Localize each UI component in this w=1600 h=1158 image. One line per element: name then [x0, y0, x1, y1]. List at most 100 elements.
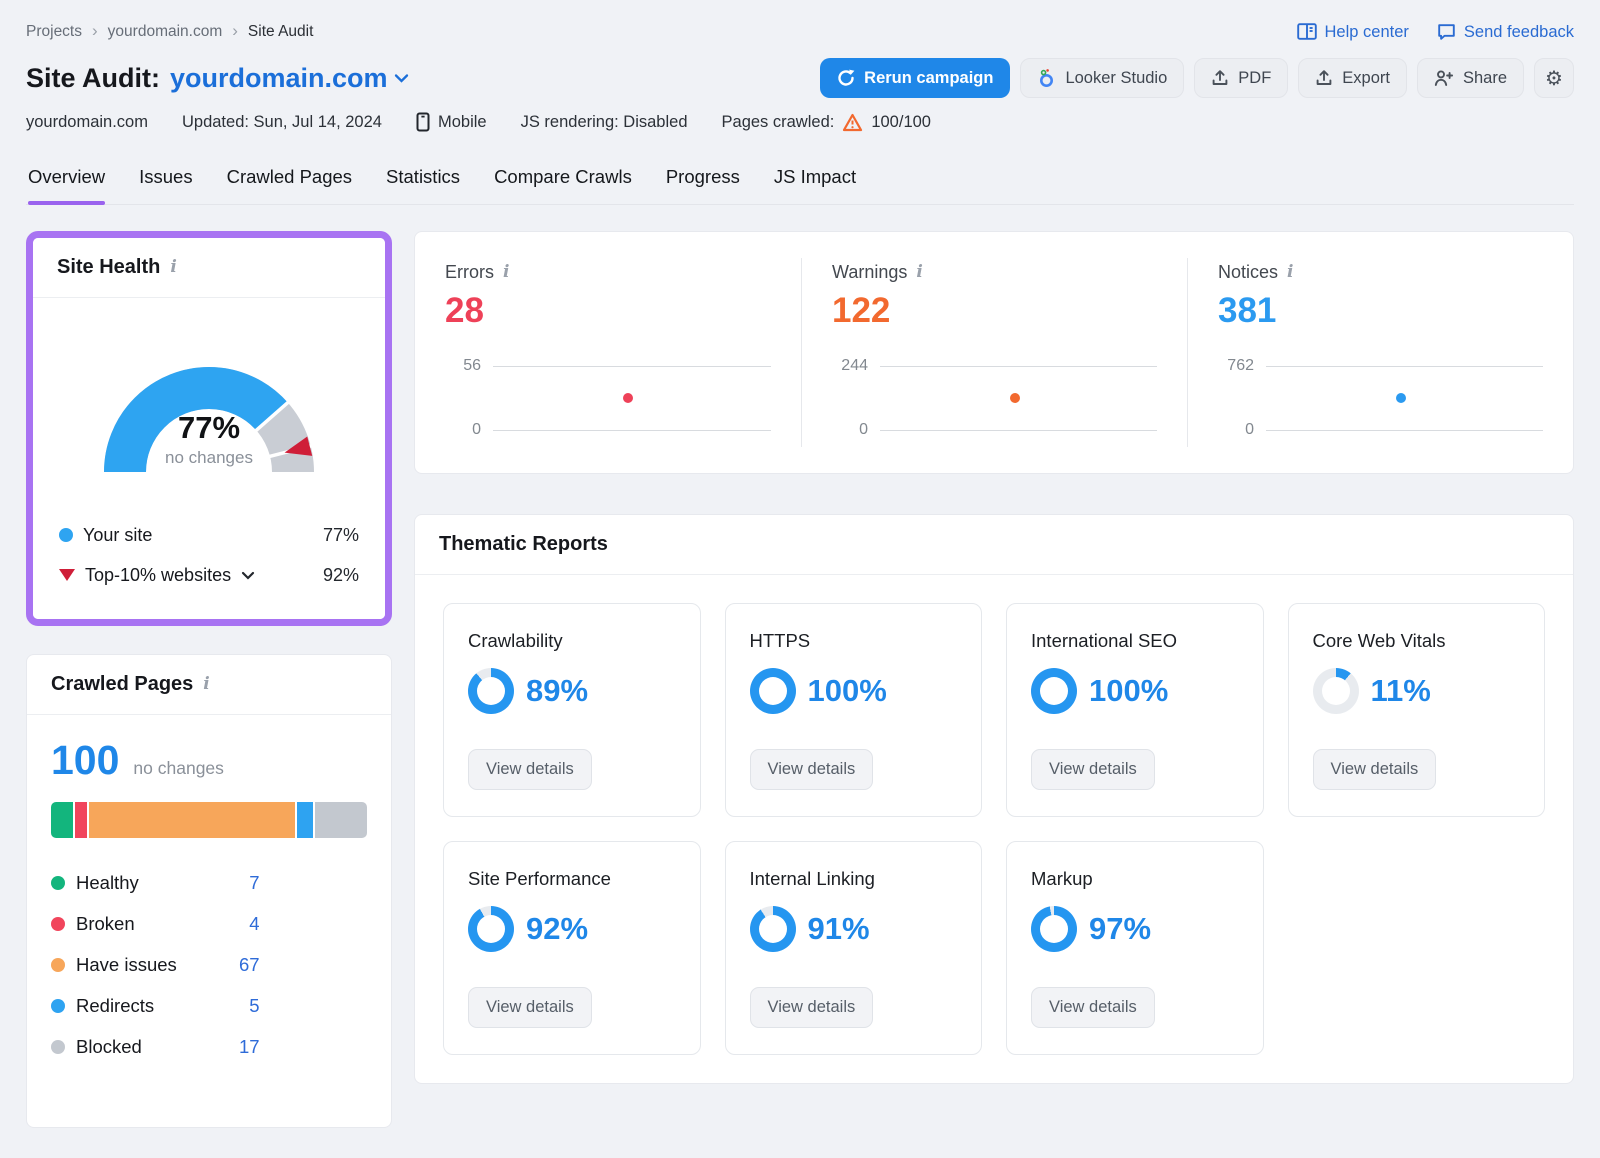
gridline	[880, 365, 1157, 367]
info-icon[interactable]: i	[170, 257, 177, 277]
breadcrumb: Projects › yourdomain.com › Site Audit	[26, 21, 313, 42]
overview-content: Site Health i 77% no cha	[26, 231, 1574, 1128]
internal-linking-score: 91%	[749, 906, 958, 952]
notices-sparkline: 762 0	[1218, 357, 1543, 439]
notices-value[interactable]: 381	[1218, 291, 1277, 330]
notices-column: Notices i 381 762 0	[1187, 258, 1573, 447]
notices-data-point	[1395, 393, 1406, 403]
markup-title: Markup	[1031, 868, 1093, 889]
tab-progress[interactable]: Progress	[665, 166, 740, 187]
core-web-vitals-score: 11%	[1312, 668, 1521, 714]
mobile-phone-icon	[416, 112, 430, 132]
info-icon[interactable]: i	[1287, 262, 1294, 282]
site-health-header: Site Health i	[33, 238, 385, 298]
chevron-right-icon: ›	[92, 21, 98, 40]
legend-row-blocked: Blocked 17	[51, 1026, 260, 1067]
warnings-value[interactable]: 122	[832, 291, 891, 330]
legend-row-have-issues: Have issues 67	[51, 944, 260, 985]
pages-crawled-label: Pages crawled:	[721, 112, 835, 131]
progress-ring	[749, 906, 796, 952]
share-label: Share	[1462, 68, 1507, 87]
bar-segment-healthy[interactable]	[51, 802, 73, 838]
chevron-right-icon: ›	[232, 21, 238, 40]
campaign-selector[interactable]: yourdomain.com	[170, 63, 409, 94]
your-site-label: Your site	[83, 524, 153, 545]
healthy-count-link[interactable]: 7	[249, 871, 260, 893]
blocked-count-link[interactable]: 17	[238, 1035, 260, 1057]
have-issues-count-link[interactable]: 67	[238, 953, 260, 975]
view-details-button[interactable]: View details	[1031, 749, 1155, 790]
looker-studio-icon	[1037, 68, 1056, 88]
bar-segment-blocked[interactable]	[314, 802, 367, 838]
green-dot-icon	[51, 875, 65, 890]
breadcrumb-projects[interactable]: Projects	[26, 23, 82, 40]
top10-label: Top-10% websites	[85, 564, 232, 585]
international-seo-title: International SEO	[1031, 630, 1178, 651]
legend-row-redirects: Redirects 5	[51, 985, 260, 1026]
share-button[interactable]: Share	[1416, 58, 1524, 98]
errors-value[interactable]: 28	[445, 291, 484, 330]
axis-top-label: 244	[841, 357, 868, 374]
progress-ring	[1031, 668, 1077, 714]
blue-dot-icon	[59, 528, 73, 542]
progress-ring	[468, 668, 514, 714]
rerun-campaign-button[interactable]: Rerun campaign	[820, 58, 1011, 98]
export-button[interactable]: Export	[1298, 58, 1407, 98]
bar-segment-have-issues[interactable]	[88, 802, 296, 838]
legend-row-top10: Top-10% websites 92%	[59, 555, 359, 595]
pdf-label: PDF	[1238, 68, 1272, 87]
view-details-button[interactable]: View details	[468, 749, 592, 790]
your-site-value: 77%	[322, 524, 359, 545]
tab-overview[interactable]: Overview	[28, 158, 106, 205]
crawled-pages-total: 100	[51, 737, 120, 783]
breadcrumb-domain[interactable]: yourdomain.com	[107, 23, 223, 40]
warnings-sparkline: 244 0	[832, 357, 1157, 439]
help-center-link[interactable]: Help center	[1296, 23, 1409, 42]
bar-segment-broken[interactable]	[74, 802, 87, 838]
report-tabs: Overview Issues Crawled Pages Statistics…	[26, 158, 1574, 205]
site-health-change: no changes	[165, 448, 253, 467]
view-details-button[interactable]: View details	[1312, 749, 1437, 790]
https-score: 100%	[749, 668, 958, 714]
tab-issues[interactable]: Issues	[139, 166, 193, 187]
meta-js-rendering: JS rendering: Disabled	[520, 112, 688, 131]
view-details-button[interactable]: View details	[1031, 987, 1155, 1028]
looker-studio-button[interactable]: Looker Studio	[1020, 58, 1185, 98]
info-icon[interactable]: i	[203, 674, 210, 694]
tab-js-impact[interactable]: JS Impact	[773, 166, 857, 187]
crawled-pages-body: 100 no changes Healthy	[27, 715, 391, 1127]
crawled-pages-header: Crawled Pages i	[27, 655, 391, 715]
legend-row-healthy: Healthy 7	[51, 862, 260, 903]
bar-segment-redirects[interactable]	[297, 802, 313, 838]
view-details-button[interactable]: View details	[749, 987, 874, 1028]
tab-statistics[interactable]: Statistics	[386, 166, 461, 187]
tab-compare-crawls[interactable]: Compare Crawls	[494, 166, 632, 187]
pages-crawled-value: 100/100	[871, 112, 931, 131]
thematic-card-internal-linking: Internal Linking 91% View details	[724, 841, 982, 1055]
thematic-reports-title: Thematic Reports	[439, 533, 608, 555]
thematic-card-international-seo: International SEO 100% View details	[1006, 603, 1264, 817]
redirects-count-link[interactable]: 5	[249, 994, 260, 1016]
send-feedback-link[interactable]: Send feedback	[1437, 23, 1574, 42]
settings-button[interactable]: ⚙	[1534, 58, 1574, 98]
view-details-button[interactable]: View details	[468, 987, 592, 1028]
info-icon[interactable]: i	[916, 262, 923, 282]
broken-count-link[interactable]: 4	[249, 912, 260, 934]
info-icon[interactable]: i	[503, 262, 510, 282]
view-details-button[interactable]: View details	[749, 749, 874, 790]
thematic-card-https: HTTPS 100% View details	[724, 603, 982, 817]
core-web-vitals-percent: 11%	[1370, 673, 1431, 708]
international-seo-percent: 100%	[1089, 673, 1169, 708]
gridline	[1266, 429, 1543, 431]
left-column: Site Health i 77% no cha	[26, 231, 392, 1128]
pdf-button[interactable]: PDF	[1194, 58, 1289, 98]
axis-top-label: 56	[463, 357, 481, 374]
legend-row-your-site: Your site 77%	[59, 515, 359, 555]
tab-crawled-pages[interactable]: Crawled Pages	[226, 166, 353, 187]
site-health-legend: Your site 77% Top-10% websites 92%	[33, 501, 385, 619]
https-percent: 100%	[807, 673, 887, 708]
broken-label: Broken	[76, 912, 135, 934]
gauge-center: 77% no changes	[49, 410, 369, 468]
chevron-down-icon[interactable]	[241, 571, 255, 580]
